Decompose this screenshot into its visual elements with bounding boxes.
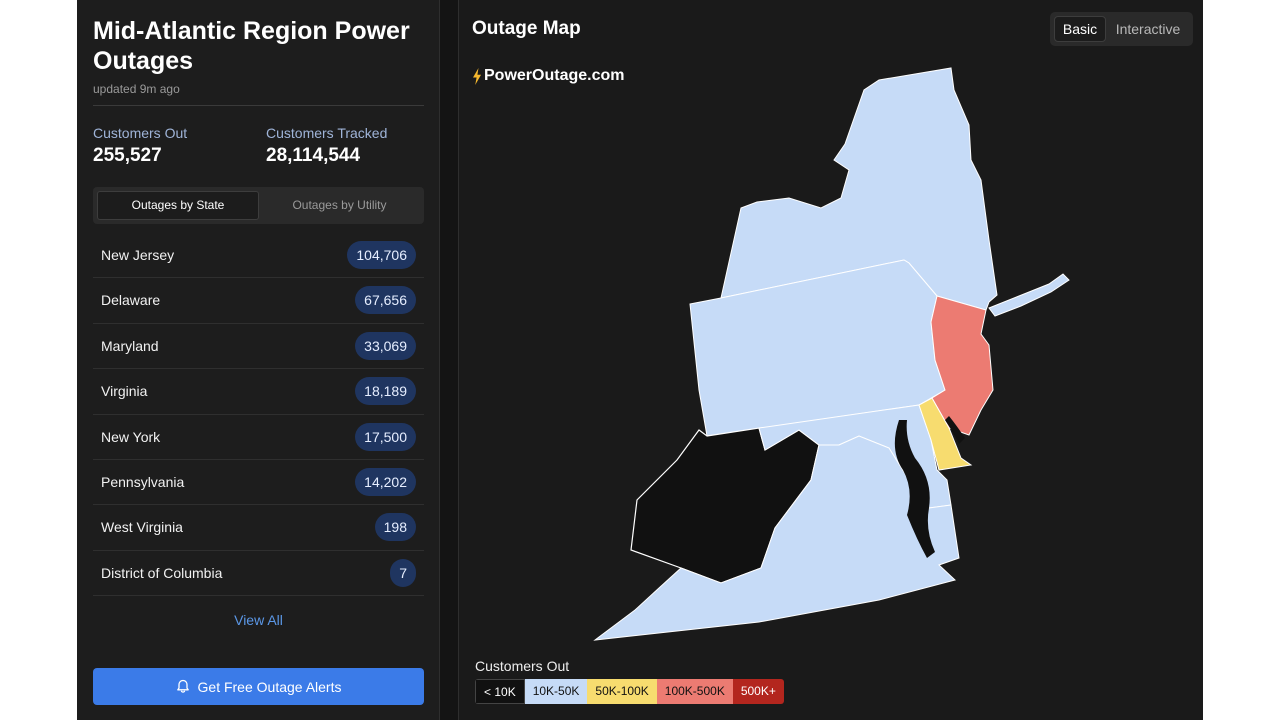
state-name: Maryland xyxy=(101,337,159,354)
customers-out-value: 255,527 xyxy=(93,145,162,166)
state-name: West Virginia xyxy=(101,519,183,536)
customers-tracked-label: Customers Tracked xyxy=(266,125,388,141)
state-row-new-jersey[interactable]: New Jersey 104,706 xyxy=(93,233,424,279)
toggle-interactive[interactable]: Interactive xyxy=(1115,21,1181,37)
brand-name: PowerOutage.com xyxy=(484,67,625,84)
legend-item-100k-500k: 100K-500K xyxy=(656,679,733,704)
state-row-west-virginia[interactable]: West Virginia 198 xyxy=(93,505,424,551)
outage-map xyxy=(593,67,1070,641)
state-region-virginia[interactable] xyxy=(593,435,960,641)
app-frame: Mid-Atlantic Region Power Outages update… xyxy=(77,0,1203,720)
state-region-delaware[interactable] xyxy=(918,397,973,471)
lightning-bolt-icon xyxy=(473,67,481,85)
outage-tabs: Outages by State Outages by Utility xyxy=(93,187,424,224)
delaware-bay xyxy=(945,416,965,444)
legend: < 10K 10K-50K 50K-100K 100K-500K 500K+ xyxy=(475,679,784,704)
state-row-new-york[interactable]: New York 17,500 xyxy=(93,415,424,460)
page-title: Mid-Atlantic Region Power Outages xyxy=(93,17,410,75)
view-all-link[interactable]: View All xyxy=(234,612,283,628)
outage-count-badge: 18,189 xyxy=(355,377,416,406)
legend-item-50k-100k: 50K-100K xyxy=(587,679,657,704)
outage-count-badge: 104,706 xyxy=(347,241,416,269)
outage-count-badge: 33,069 xyxy=(355,331,416,360)
map-panel: Outage Map Basic Interactive PowerOutage… xyxy=(458,0,1203,720)
outage-count-badge: 17,500 xyxy=(355,422,416,451)
state-name: Virginia xyxy=(101,383,148,400)
state-list: New Jersey 104,706 Delaware 67,656 Maryl… xyxy=(93,233,424,597)
tab-outages-by-utility[interactable]: Outages by Utility xyxy=(292,198,387,212)
legend-item-under-10k: < 10K xyxy=(475,679,525,704)
customers-out-label: Customers Out xyxy=(93,125,188,141)
state-row-delaware[interactable]: Delaware 67,656 xyxy=(93,278,424,324)
outage-count-badge: 198 xyxy=(374,513,416,542)
state-region-long-island xyxy=(988,273,1070,317)
legend-item-500k-plus: 500K+ xyxy=(732,679,784,704)
customers-tracked-value: 28,114,544 xyxy=(266,145,361,166)
state-name: District of Columbia xyxy=(101,564,223,581)
state-name: Pennsylvania xyxy=(101,473,185,490)
legend-title: Customers Out xyxy=(475,658,570,674)
toggle-basic[interactable]: Basic xyxy=(1054,16,1106,42)
state-row-pennsylvania[interactable]: Pennsylvania 14,202 xyxy=(93,460,424,506)
state-row-virginia[interactable]: Virginia 18,189 xyxy=(93,369,424,415)
tab-outages-by-state[interactable]: Outages by State xyxy=(97,191,259,220)
state-region-new-jersey[interactable] xyxy=(930,295,994,436)
sidebar-panel: Mid-Atlantic Region Power Outages update… xyxy=(77,0,440,720)
map-mode-toggle: Basic Interactive xyxy=(1050,12,1193,46)
get-alerts-label: Get Free Outage Alerts xyxy=(197,678,342,695)
legend-item-10k-50k: 10K-50K xyxy=(524,679,588,704)
chesapeake-bay xyxy=(894,420,935,558)
state-name: New York xyxy=(101,428,161,445)
outage-count-badge: 14,202 xyxy=(355,467,416,496)
outage-count-badge: 7 xyxy=(390,558,416,587)
updated-timestamp: updated 9m ago xyxy=(93,82,180,96)
divider xyxy=(93,105,424,106)
bell-icon xyxy=(176,679,189,693)
brand-logo: PowerOutage.com xyxy=(472,67,624,85)
state-row-maryland[interactable]: Maryland 33,069 xyxy=(93,324,424,370)
map-title: Outage Map xyxy=(472,18,581,39)
state-name: New Jersey xyxy=(101,247,175,263)
state-name: Delaware xyxy=(101,292,161,309)
outage-count-badge: 67,656 xyxy=(355,286,416,315)
get-alerts-button[interactable]: Get Free Outage Alerts xyxy=(93,668,424,705)
state-row-district-of-columbia[interactable]: District of Columbia 7 xyxy=(93,551,424,597)
